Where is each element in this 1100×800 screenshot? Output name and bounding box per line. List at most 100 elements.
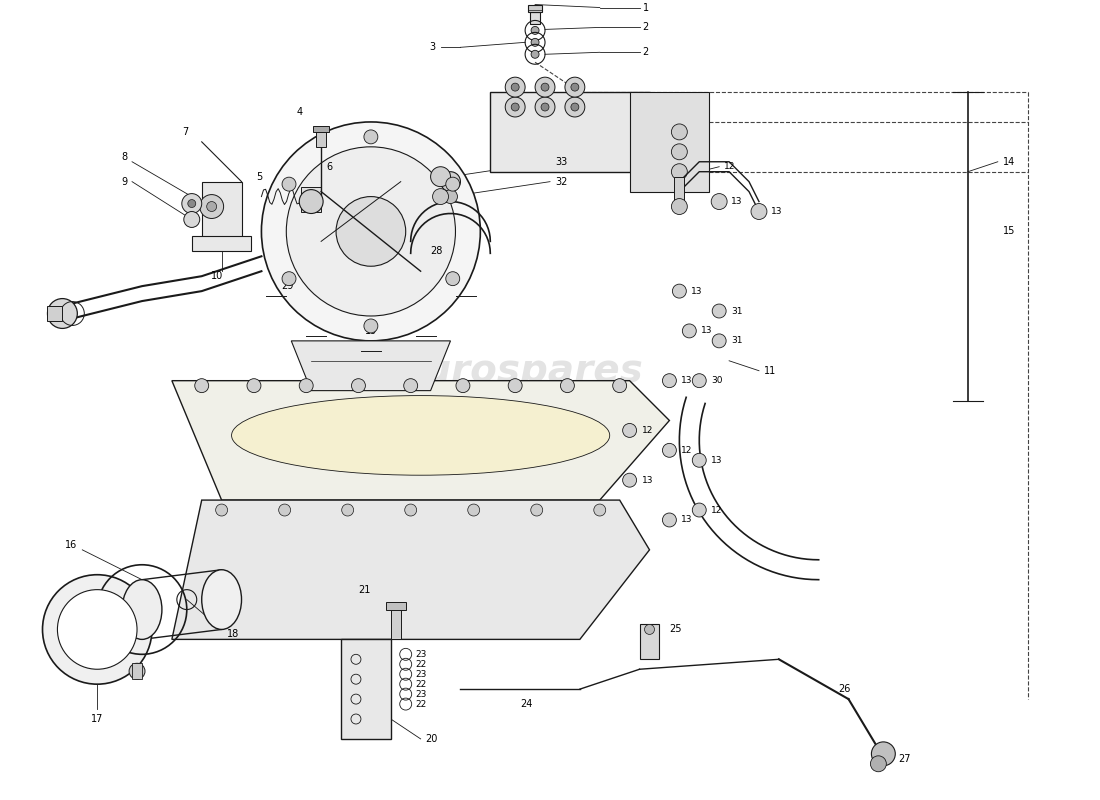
Bar bbox=[530, 13, 540, 25]
Bar bbox=[386, 602, 406, 610]
Bar bbox=[316, 132, 326, 147]
Text: 22: 22 bbox=[416, 699, 427, 709]
Circle shape bbox=[671, 164, 688, 180]
Circle shape bbox=[571, 103, 579, 111]
Bar bbox=[201, 182, 242, 242]
Text: 13: 13 bbox=[712, 456, 723, 465]
Bar bbox=[341, 639, 390, 739]
Text: 4: 4 bbox=[296, 107, 303, 117]
Text: 12: 12 bbox=[724, 162, 736, 171]
Circle shape bbox=[692, 374, 706, 388]
Circle shape bbox=[662, 374, 676, 388]
Bar bbox=[674, 177, 684, 202]
Bar bbox=[314, 126, 329, 132]
Bar bbox=[47, 306, 63, 321]
Circle shape bbox=[200, 194, 223, 218]
Circle shape bbox=[541, 83, 549, 91]
Circle shape bbox=[505, 77, 525, 97]
Circle shape bbox=[645, 625, 654, 634]
Text: 7: 7 bbox=[182, 127, 188, 137]
Circle shape bbox=[468, 504, 480, 516]
Polygon shape bbox=[172, 381, 670, 500]
Circle shape bbox=[712, 304, 726, 318]
Circle shape bbox=[541, 103, 549, 111]
Circle shape bbox=[531, 26, 539, 34]
Text: 9: 9 bbox=[121, 177, 128, 186]
Circle shape bbox=[282, 272, 296, 286]
Text: 21: 21 bbox=[359, 585, 371, 594]
Text: 28: 28 bbox=[430, 246, 443, 256]
Circle shape bbox=[531, 38, 539, 46]
Circle shape bbox=[195, 378, 209, 393]
Circle shape bbox=[129, 663, 145, 679]
Circle shape bbox=[623, 474, 637, 487]
Circle shape bbox=[216, 504, 228, 516]
Circle shape bbox=[443, 190, 458, 203]
Circle shape bbox=[672, 284, 686, 298]
Circle shape bbox=[692, 454, 706, 467]
Text: 19: 19 bbox=[365, 326, 377, 336]
Text: 13: 13 bbox=[641, 476, 653, 485]
Circle shape bbox=[188, 199, 196, 207]
Circle shape bbox=[57, 590, 138, 670]
Text: 22: 22 bbox=[416, 680, 427, 689]
Bar bbox=[191, 236, 252, 251]
Circle shape bbox=[531, 50, 539, 58]
Circle shape bbox=[282, 177, 296, 191]
Text: 13: 13 bbox=[681, 376, 693, 385]
Circle shape bbox=[47, 298, 77, 329]
Circle shape bbox=[508, 378, 522, 393]
Circle shape bbox=[278, 504, 290, 516]
Circle shape bbox=[446, 272, 460, 286]
Bar bbox=[639, 625, 660, 659]
Ellipse shape bbox=[232, 395, 609, 475]
Text: 17: 17 bbox=[91, 714, 103, 724]
Text: 23: 23 bbox=[416, 690, 427, 698]
Circle shape bbox=[613, 378, 627, 393]
Circle shape bbox=[512, 103, 519, 111]
Bar bbox=[132, 663, 142, 679]
Text: 13: 13 bbox=[691, 286, 703, 296]
Text: eurospares: eurospares bbox=[397, 352, 644, 390]
Text: 11: 11 bbox=[763, 366, 777, 376]
Text: 23: 23 bbox=[416, 650, 427, 659]
Circle shape bbox=[751, 203, 767, 219]
Circle shape bbox=[440, 172, 461, 192]
Text: 12: 12 bbox=[712, 506, 723, 514]
Text: 2: 2 bbox=[642, 22, 649, 33]
Text: 18: 18 bbox=[227, 630, 239, 639]
Text: 31: 31 bbox=[732, 336, 742, 346]
Text: 16: 16 bbox=[65, 540, 77, 550]
Polygon shape bbox=[292, 341, 451, 390]
Circle shape bbox=[446, 177, 460, 191]
Circle shape bbox=[248, 378, 261, 393]
Circle shape bbox=[571, 83, 579, 91]
Circle shape bbox=[712, 334, 726, 348]
Text: 3: 3 bbox=[429, 42, 436, 52]
Ellipse shape bbox=[201, 570, 242, 630]
Bar bbox=[301, 186, 321, 211]
Circle shape bbox=[692, 503, 706, 517]
Polygon shape bbox=[172, 500, 649, 639]
Text: 12: 12 bbox=[641, 426, 653, 435]
Circle shape bbox=[594, 504, 606, 516]
Text: 22: 22 bbox=[416, 660, 427, 669]
Circle shape bbox=[871, 742, 895, 766]
Circle shape bbox=[682, 324, 696, 338]
Circle shape bbox=[299, 190, 323, 214]
Text: 24: 24 bbox=[520, 699, 532, 709]
Text: 2: 2 bbox=[642, 47, 649, 58]
Circle shape bbox=[671, 124, 688, 140]
Text: 8: 8 bbox=[121, 152, 128, 162]
Circle shape bbox=[432, 189, 449, 205]
Circle shape bbox=[342, 504, 353, 516]
Circle shape bbox=[364, 130, 377, 144]
Text: 1: 1 bbox=[642, 2, 649, 13]
Circle shape bbox=[623, 423, 637, 438]
Text: 23: 23 bbox=[416, 670, 427, 678]
Circle shape bbox=[712, 194, 727, 210]
Circle shape bbox=[662, 513, 676, 527]
Text: 10: 10 bbox=[210, 271, 223, 281]
Circle shape bbox=[182, 194, 201, 214]
Text: 13: 13 bbox=[771, 207, 782, 216]
